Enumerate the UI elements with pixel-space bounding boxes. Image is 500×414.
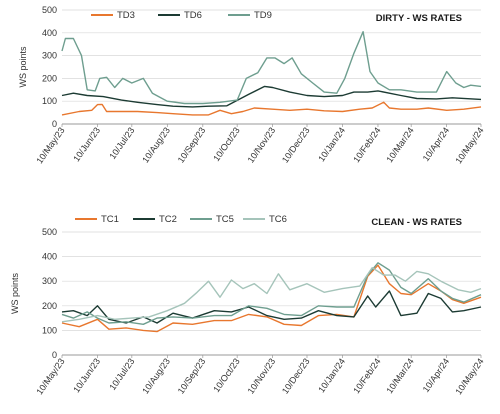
y-tick-label: 300	[42, 51, 57, 61]
x-tick-label: 10/Sep/23	[176, 356, 208, 395]
chart-title: CLEAN - WS RATES	[371, 217, 462, 228]
series-line-td3	[61, 101, 482, 116]
x-tick-label: 10/May/24	[453, 125, 485, 165]
x-tick-label: 10/Oct/23	[211, 125, 242, 163]
x-tick-label: 10/Apr/24	[421, 356, 452, 394]
legend-label-tc1: TC1	[101, 214, 119, 225]
x-tick-label: 10/Dec/23	[280, 125, 312, 164]
y-tick-label: 300	[42, 276, 57, 286]
legend-label-td3: TD3	[117, 10, 135, 21]
y-tick-label: 400	[42, 28, 57, 38]
y-tick-label: 100	[42, 96, 57, 106]
x-tick-label: 10/Jul/23	[107, 125, 136, 161]
x-tick-label: 10/Jun/23	[71, 125, 102, 163]
y-tick-label: 200	[42, 73, 57, 83]
y-tick-label: 0	[52, 350, 57, 360]
legend-label-tc5: TC5	[216, 214, 234, 225]
x-tick-label: 10/Apr/24	[421, 125, 452, 163]
y-tick-label: 100	[42, 325, 57, 335]
x-tick-label: 10/May/23	[34, 356, 66, 396]
y-tick-label: 0	[52, 119, 57, 129]
y-tick-label: 500	[42, 5, 57, 15]
series-line-tc5	[61, 262, 482, 325]
x-tick-label: 10/Oct/23	[211, 356, 242, 394]
x-tick-label: 10/Nov/23	[246, 125, 278, 164]
legend-label-tc2: TC2	[159, 214, 177, 225]
y-axis-label: WS points	[18, 46, 28, 88]
x-tick-label: 10/Feb/24	[351, 125, 382, 164]
x-tick-label: 10/Aug/23	[140, 125, 172, 164]
x-tick-label: 10/Aug/23	[140, 356, 172, 395]
chart-title: DIRTY - WS RATES	[376, 13, 462, 24]
x-tick-label: 10/Mar/24	[384, 125, 415, 164]
y-tick-label: 400	[42, 252, 57, 262]
x-tick-label: 10/Feb/24	[351, 356, 382, 395]
y-axis-label: WS points	[10, 272, 20, 314]
x-tick-label: 10/Jun/23	[71, 356, 102, 394]
legend-label-tc6: TC6	[269, 214, 287, 225]
x-tick-label: 10/May/24	[453, 356, 485, 396]
x-tick-label: 10/Jul/23	[107, 356, 136, 392]
y-tick-label: 500	[42, 227, 57, 237]
y-tick-label: 200	[42, 301, 57, 311]
x-tick-label: 10/Jan/24	[316, 356, 347, 394]
legend-label-td9: TD9	[254, 10, 272, 21]
x-tick-label: 10/Sep/23	[176, 125, 208, 164]
x-tick-label: 10/May/23	[34, 125, 66, 165]
x-tick-label: 10/Mar/24	[384, 356, 415, 395]
series-line-tc6	[61, 267, 482, 323]
series-line-td6	[61, 85, 482, 108]
x-tick-label: 10/Jan/24	[316, 125, 347, 163]
chart-panel-2: 0 100 200 300 400 500 WS points 10/May/23 10/Jun…	[10, 214, 486, 397]
chart-panel-1: 0 100 200 300 400 500 WS points 10/May/23 10/Jun…	[18, 5, 486, 166]
x-tick-label: 10/Nov/23	[246, 356, 278, 395]
x-tick-label: 10/Dec/23	[280, 356, 312, 395]
series-line-td9	[61, 31, 482, 105]
legend-label-td6: TD6	[184, 10, 202, 21]
series-line-tc1	[61, 264, 482, 333]
